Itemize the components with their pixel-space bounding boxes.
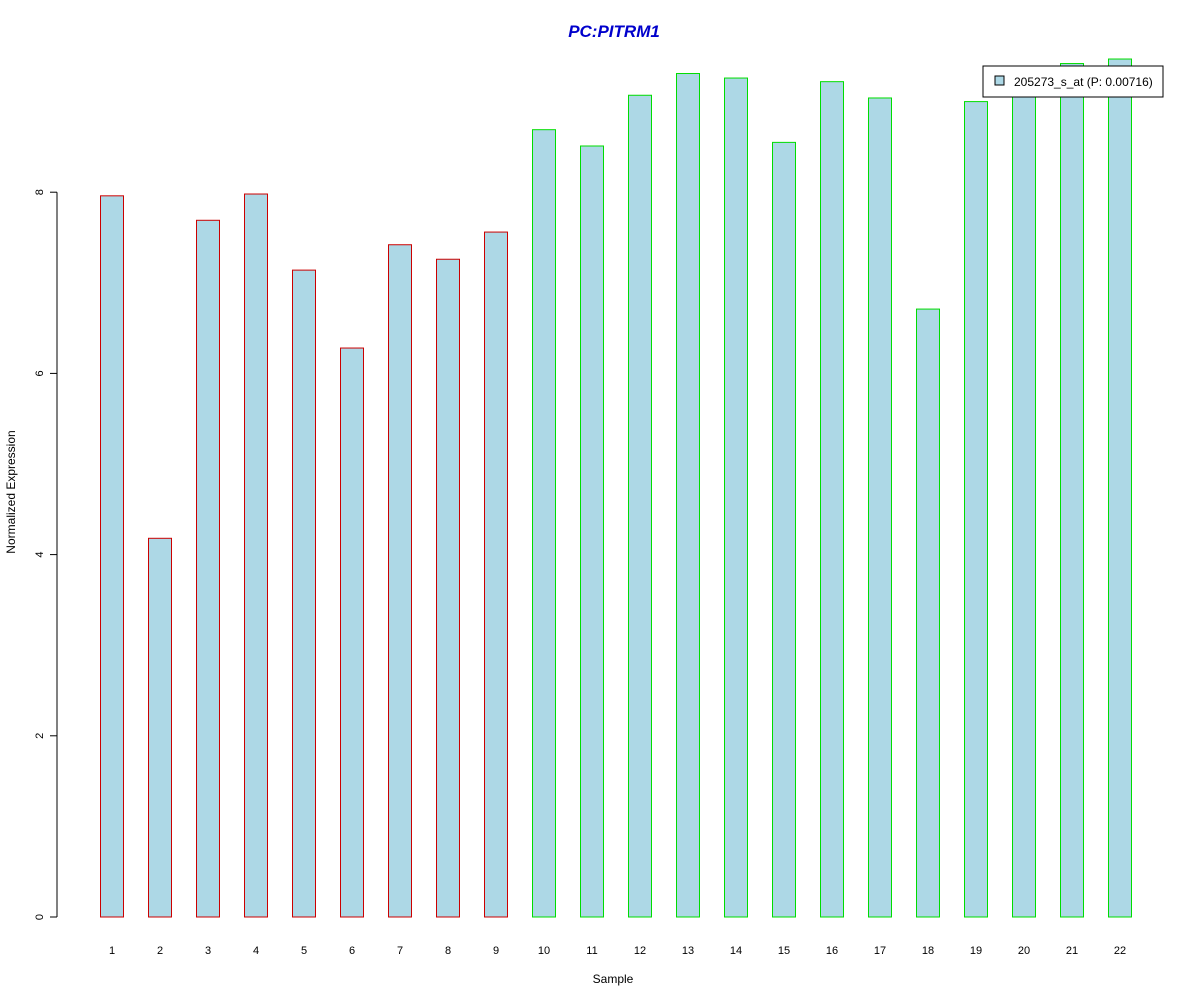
x-tick-label: 16 [826,945,838,957]
x-tick-label: 10 [538,945,550,957]
bar-sample-8 [436,258,460,918]
bars-group [100,58,1132,918]
x-tick-label: 4 [253,945,259,957]
bar-sample-15 [772,141,796,918]
y-tick-label: 6 [34,370,46,376]
x-axis-label: Sample [593,972,634,986]
bar-sample-16 [820,81,844,918]
x-tick-labels: 1 2 3 4 5 6 7 8 9 10 11 12 13 14 15 16 17 18 19 20 21 22 [109,945,1126,957]
x-tick-label: 2 [157,945,163,957]
x-tick-label: 14 [730,945,742,957]
bar-sample-10 [532,129,556,918]
bar-sample-17 [868,97,892,918]
bar-sample-6 [340,347,364,918]
bar-sample-3 [196,219,220,918]
x-tick-label: 21 [1066,945,1078,957]
bar-sample-21 [1060,63,1084,918]
x-tick-label: 3 [205,945,211,957]
legend-label: 205273_s_at (P: 0.00716) [1014,75,1153,89]
bar-sample-22 [1108,58,1132,918]
x-tick-label: 5 [301,945,307,957]
x-tick-label: 20 [1018,945,1030,957]
x-tick-label: 15 [778,945,790,957]
bar-sample-11 [580,145,604,918]
y-tick-label: 8 [34,189,46,195]
x-tick-label: 9 [493,945,499,957]
y-tick-label: 2 [34,733,46,739]
bar-sample-1 [100,195,124,918]
bar-sample-5 [292,269,316,918]
x-tick-label: 19 [970,945,982,957]
x-tick-label: 18 [922,945,934,957]
bar-sample-14 [724,77,748,918]
y-tick-label: 4 [34,552,46,558]
x-tick-label: 13 [682,945,694,957]
chart-title: PC:PITRM1 [568,22,660,41]
x-tick-label: 8 [445,945,451,957]
legend-swatch [994,75,1005,86]
x-tick-label: 17 [874,945,886,957]
x-tick-label: 12 [634,945,646,957]
x-tick-label: 22 [1114,945,1126,957]
bar-sample-18 [916,308,940,918]
bar-sample-7 [388,244,412,918]
bar-sample-13 [676,73,700,918]
bar-sample-2 [148,537,172,918]
bar-sample-9 [484,231,508,918]
x-tick-label: 11 [586,945,597,957]
y-axis: 0 2 4 6 8 [34,189,58,920]
bar-sample-20 [1012,85,1036,918]
y-tick-label: 0 [34,914,46,920]
x-tick-label: 7 [397,945,403,957]
legend: 205273_s_at (P: 0.00716) [982,65,1164,98]
legend-box [982,65,1164,98]
bar-sample-4 [244,193,268,918]
x-tick-label: 6 [349,945,355,957]
bar-sample-12 [628,94,652,918]
bar-sample-19 [964,101,988,918]
y-axis-label: Normalized Expression [4,430,18,553]
x-tick-label: 1 [109,945,115,957]
